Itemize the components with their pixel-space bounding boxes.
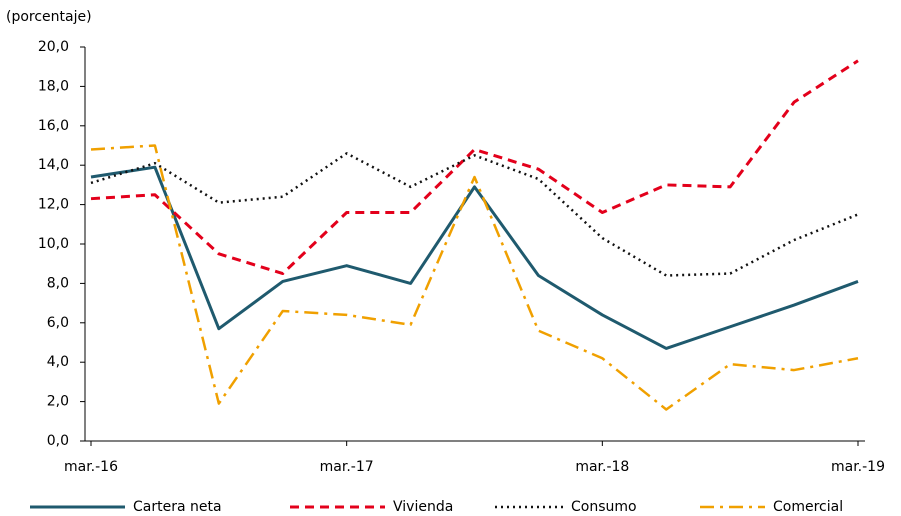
legend-label: Consumo xyxy=(571,499,637,515)
y-tick-label: 16,0 xyxy=(38,118,69,134)
legend-label: Comercial xyxy=(773,499,843,515)
legend-label: Vivienda xyxy=(393,499,453,515)
y-tick-label: 14,0 xyxy=(38,157,69,173)
y-tick-label: 10,0 xyxy=(38,236,69,252)
y-tick-label: 20,0 xyxy=(38,39,69,55)
series-line xyxy=(90,152,859,277)
y-tick-label: 8,0 xyxy=(47,275,69,291)
series-line xyxy=(90,59,859,276)
y-tick-label: 4,0 xyxy=(47,354,69,370)
legend-label: Cartera neta xyxy=(133,499,222,515)
x-tick-label: mar.-18 xyxy=(575,459,629,475)
y-axis-label: (porcentaje) xyxy=(6,9,92,25)
x-tick-label: mar.-19 xyxy=(831,459,885,475)
y-tick-label: 0,0 xyxy=(47,433,69,449)
x-tick-label: mar.-16 xyxy=(64,459,118,475)
x-tick-label: mar.-17 xyxy=(320,459,374,475)
y-tick-label: 12,0 xyxy=(38,197,69,213)
y-tick-label: 6,0 xyxy=(47,315,69,331)
y-tick-label: 18,0 xyxy=(38,78,69,94)
series-line xyxy=(90,165,859,350)
y-tick-label: 2,0 xyxy=(47,394,69,410)
series-line xyxy=(90,144,859,411)
